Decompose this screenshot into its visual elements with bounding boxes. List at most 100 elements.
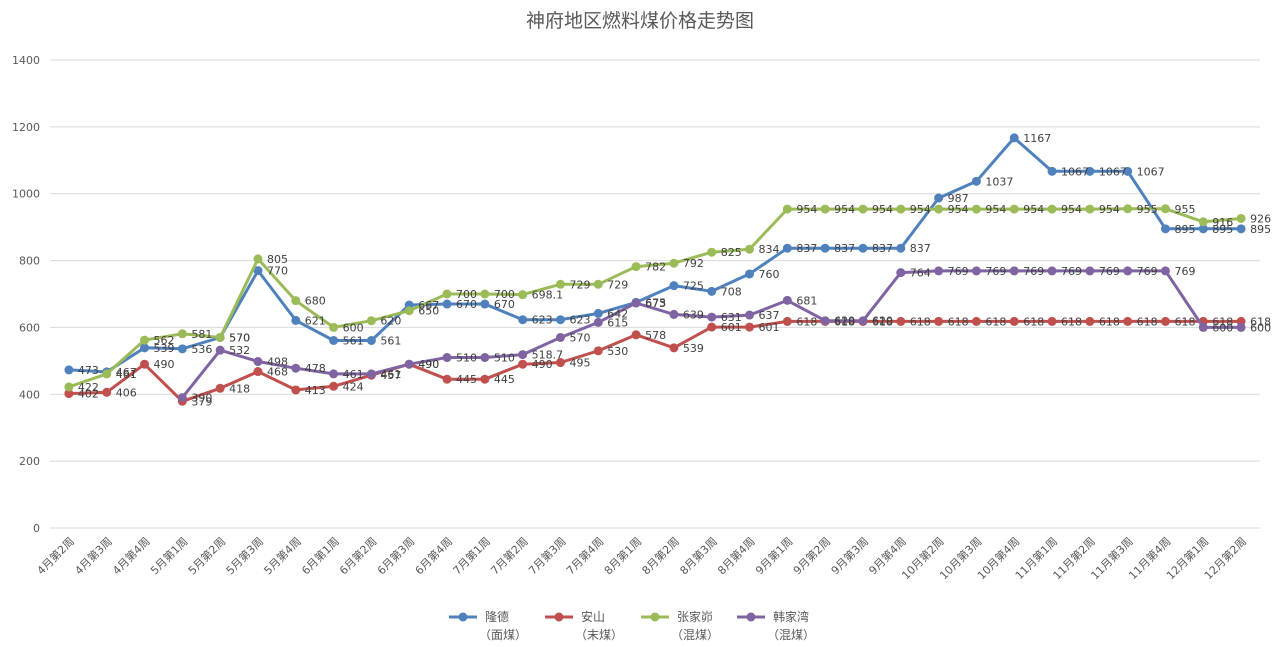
data-point <box>1047 266 1057 276</box>
data-point <box>215 332 225 342</box>
data-label: 618 <box>985 315 1006 328</box>
data-label: 390 <box>191 392 212 405</box>
data-label: 621 <box>305 314 326 327</box>
data-label: 834 <box>759 243 780 256</box>
data-label: 825 <box>721 246 742 259</box>
series-line <box>67 136 1243 374</box>
data-label: 725 <box>683 280 704 293</box>
data-label: 490 <box>418 358 439 371</box>
data-label: 769 <box>1061 265 1082 278</box>
x-tick-label: 9月第2周 <box>790 534 833 577</box>
legend-label: 隆德 <box>485 609 509 624</box>
data-point <box>253 266 263 276</box>
x-tick-label: 5月第2周 <box>185 534 228 577</box>
legend-marker <box>650 612 660 622</box>
data-point <box>518 315 528 325</box>
data-label: 670 <box>456 298 477 311</box>
legend-sublabel: （混煤） <box>767 628 815 642</box>
data-label: 1067 <box>1099 165 1127 178</box>
data-point <box>140 335 150 345</box>
data-point <box>518 290 528 300</box>
data-point <box>1160 266 1170 276</box>
data-label: 954 <box>910 203 931 216</box>
data-label: 498 <box>267 356 288 369</box>
data-point <box>177 393 187 403</box>
data-label: 601 <box>721 321 742 334</box>
data-point <box>1047 316 1057 326</box>
data-point <box>1160 316 1170 326</box>
data-label: 987 <box>948 192 969 205</box>
data-label: 424 <box>343 380 364 393</box>
data-point <box>442 353 452 363</box>
x-axis-ticks: 4月第2周4月第3周4月第4周5月第1周5月第2周5月第3周5月第4周6月第1周… <box>34 534 1249 582</box>
data-label: 837 <box>796 242 817 255</box>
legend-item: 张家峁 （混煤） <box>641 609 719 642</box>
data-label: 561 <box>343 334 364 347</box>
data-point <box>253 367 263 377</box>
data-point <box>782 295 792 305</box>
data-point <box>1047 166 1057 176</box>
data-label: 955 <box>1137 203 1158 216</box>
data-point <box>745 269 755 279</box>
data-label: 445 <box>494 373 515 386</box>
legend: 隆德 （面煤） 安山 （末煤） 张家峁 （混煤） 韩家湾 （混煤） <box>449 609 815 642</box>
data-point <box>1198 322 1208 332</box>
data-point <box>858 204 868 214</box>
data-label: 600 <box>1212 321 1233 334</box>
data-label: 700 <box>494 288 515 301</box>
data-point <box>934 193 944 203</box>
legend-sublabel: （末煤） <box>575 628 623 642</box>
y-tick-label: 0 <box>33 522 40 535</box>
data-label: 729 <box>607 278 628 291</box>
data-label: 639 <box>683 308 704 321</box>
data-point <box>555 358 565 368</box>
data-label: 467 <box>116 366 137 379</box>
data-label: 637 <box>759 309 780 322</box>
data-label: 954 <box>1099 203 1120 216</box>
data-label: 490 <box>154 358 175 371</box>
data-point <box>404 359 414 369</box>
data-label: 570 <box>229 331 250 344</box>
data-point <box>366 316 376 326</box>
legend-label: 韩家湾 <box>773 609 809 624</box>
data-label: 1167 <box>1023 132 1051 145</box>
data-label: 620 <box>872 315 893 328</box>
data-point <box>745 310 755 320</box>
data-label: 618 <box>872 315 893 328</box>
data-point <box>1160 204 1170 214</box>
data-point <box>896 204 906 214</box>
data-point <box>669 309 679 319</box>
data-point <box>820 204 830 214</box>
y-tick-label: 600 <box>19 321 40 334</box>
data-label: 490 <box>532 358 553 371</box>
data-label: 769 <box>985 265 1006 278</box>
data-label: 708 <box>721 285 742 298</box>
data-label: 675 <box>645 296 666 309</box>
data-point <box>782 204 792 214</box>
data-point <box>102 387 112 397</box>
x-tick-label: 8月第4周 <box>715 534 758 577</box>
data-label: 570 <box>569 331 590 344</box>
legend-marker <box>458 612 468 622</box>
data-label: 769 <box>1099 265 1120 278</box>
data-label: 769 <box>948 265 969 278</box>
x-tick-label: 5月第3周 <box>223 534 266 577</box>
data-point <box>669 258 679 268</box>
data-label: 418 <box>229 382 250 395</box>
data-point <box>555 279 565 289</box>
data-point <box>215 383 225 393</box>
data-label: 837 <box>834 242 855 255</box>
series-2 <box>64 204 1246 392</box>
data-label: 895 <box>1212 223 1233 236</box>
data-point <box>1160 224 1170 234</box>
data-point <box>707 247 717 257</box>
data-point <box>1198 217 1208 227</box>
data-label: 618 <box>910 315 931 328</box>
x-tick-label: 5月第1周 <box>147 534 190 577</box>
legend-marker <box>746 612 756 622</box>
data-label: 700 <box>456 288 477 301</box>
data-label: 623 <box>569 314 590 327</box>
data-label: 600 <box>343 321 364 334</box>
data-label: 413 <box>305 384 326 397</box>
data-label: 760 <box>759 268 780 281</box>
